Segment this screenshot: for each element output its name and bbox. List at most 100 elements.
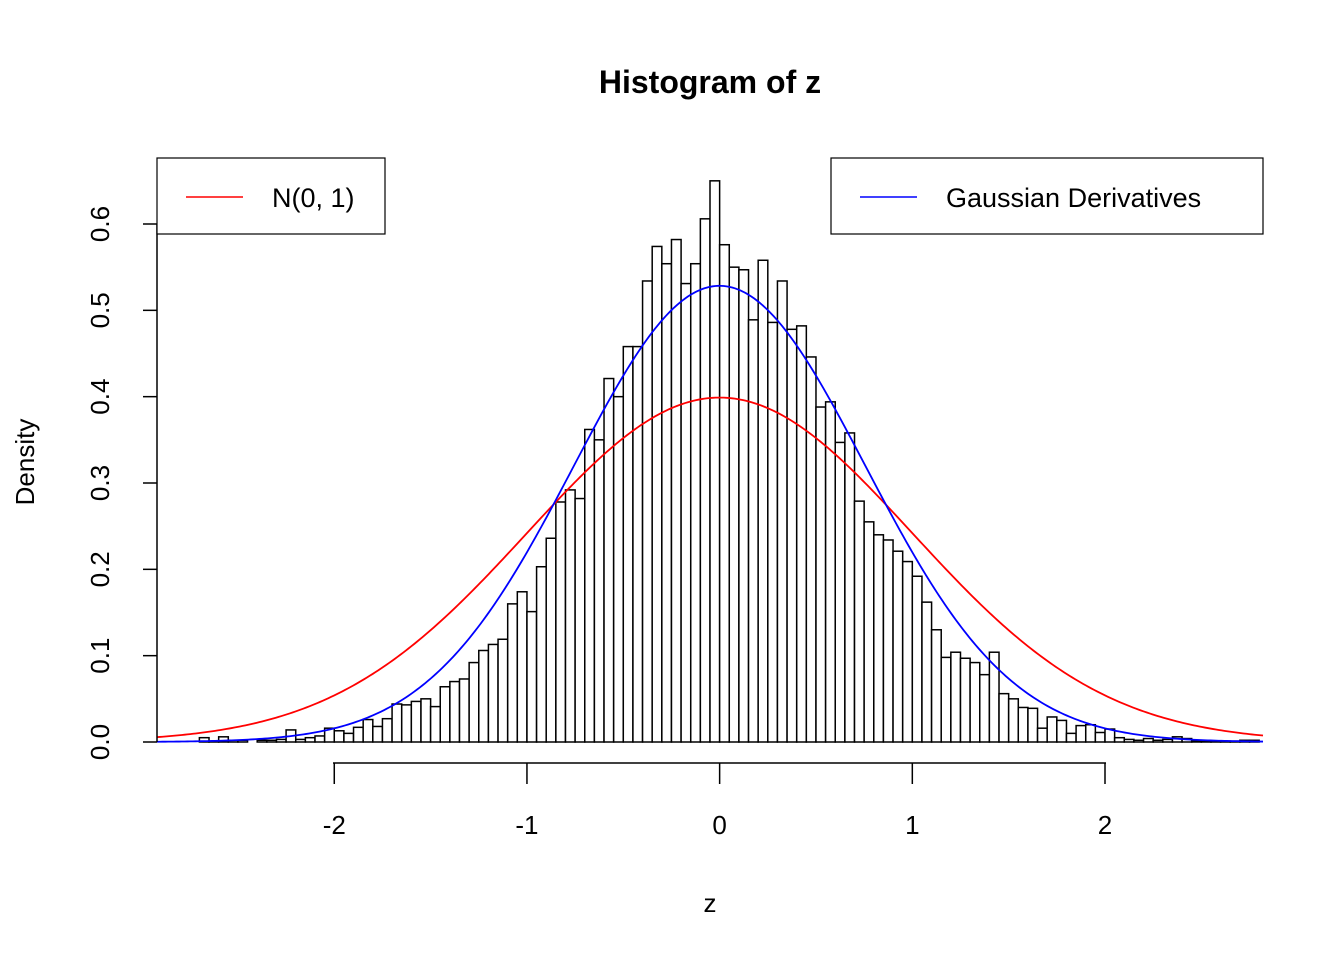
- histogram-bar: [487, 643, 499, 743]
- histogram-bar: [304, 736, 316, 743]
- histogram-bar: [497, 638, 509, 743]
- y-tick-label: 0.5: [85, 292, 115, 328]
- y-tick-label: 0.2: [85, 551, 115, 587]
- histogram-bar: [1075, 724, 1087, 743]
- histogram-bar: [709, 180, 721, 743]
- histogram-bar: [468, 661, 480, 743]
- histogram-bar: [545, 537, 557, 743]
- legend-gaussian-derivatives: Gaussian Derivatives: [830, 157, 1264, 235]
- histogram-bar: [1152, 739, 1164, 743]
- histogram-bar: [747, 319, 759, 743]
- histogram-bar: [478, 649, 490, 743]
- legend-gaussian-derivatives-box: [830, 157, 1264, 235]
- histogram-bar: [805, 356, 817, 743]
- histogram-bar: [998, 692, 1010, 743]
- histogram-bar: [689, 262, 702, 743]
- x-axis: -2 -1 0 1 2: [323, 762, 1112, 840]
- histogram-bar: [901, 560, 914, 743]
- histogram-bar: [844, 432, 856, 743]
- histogram-bar: [921, 601, 933, 743]
- histogram-bars: [198, 180, 1260, 743]
- gaussian-derivatives-curve: [156, 284, 1264, 743]
- histogram-bar: [863, 521, 875, 743]
- histogram-bar: [622, 345, 634, 743]
- histogram-bar: [410, 700, 422, 743]
- x-tick-label: 2: [1098, 810, 1112, 840]
- histogram-bar: [969, 661, 981, 743]
- histogram-bar: [911, 575, 923, 743]
- histogram-bar: [1162, 738, 1174, 743]
- x-tick-label: 1: [905, 810, 919, 840]
- histogram-bar: [381, 717, 393, 743]
- histogram-bar: [1123, 738, 1135, 743]
- legend-gaussian-derivatives-label: Gaussian Derivatives: [946, 183, 1201, 213]
- histogram-bar: [372, 725, 384, 743]
- y-tick-label: 0.0: [85, 724, 115, 760]
- legend-normal-box: [156, 157, 386, 235]
- histogram-bar: [439, 685, 451, 743]
- histogram-bar: [1190, 740, 1203, 743]
- histogram-bar: [718, 243, 731, 743]
- legend-normal: N(0, 1): [156, 157, 386, 235]
- x-axis-title: z: [704, 888, 717, 918]
- histogram-bar: [526, 610, 538, 743]
- y-tick-label: 0.6: [85, 206, 115, 242]
- x-tick-label: -1: [515, 810, 538, 840]
- histogram-bar: [400, 704, 413, 743]
- histogram-bar: [275, 738, 287, 743]
- histogram-bar: [1065, 732, 1077, 743]
- histogram-bar: [564, 489, 576, 743]
- histogram-bar: [314, 735, 326, 743]
- histogram-bar: [535, 565, 547, 743]
- histogram-bar: [699, 218, 711, 743]
- histogram-bar: [1133, 739, 1145, 743]
- histogram-bar: [352, 726, 364, 743]
- histogram-bar: [593, 439, 605, 743]
- histogram-bar: [217, 736, 230, 743]
- histogram-bar: [930, 629, 942, 743]
- y-axis-title: Density: [10, 419, 40, 506]
- histogram-bar: [767, 321, 779, 743]
- histogram-bar: [362, 718, 374, 743]
- histogram-bar: [1056, 719, 1068, 743]
- histogram-bar: [979, 673, 991, 743]
- histogram-bar: [516, 591, 528, 743]
- histogram-bar: [795, 325, 808, 743]
- chart-title: Histogram of z: [599, 64, 821, 100]
- histogram-bar: [420, 698, 432, 743]
- x-tick-label: 0: [712, 810, 726, 840]
- histogram-bar: [391, 703, 403, 743]
- histogram-bar: [738, 269, 750, 743]
- histogram-bar: [1094, 731, 1106, 743]
- x-tick-label: -2: [323, 810, 346, 840]
- histogram-bar: [940, 656, 952, 743]
- histogram-bar: [343, 732, 355, 743]
- histogram-bar: [574, 497, 586, 743]
- histogram-bar: [458, 678, 470, 743]
- histogram-bar: [256, 739, 268, 743]
- legend-normal-label: N(0, 1): [272, 183, 355, 213]
- histogram-bar: [584, 428, 596, 743]
- histogram-bar: [1113, 736, 1126, 743]
- histogram-bar: [612, 395, 625, 743]
- histogram-bar: [266, 739, 278, 743]
- histogram-bar: [873, 534, 885, 743]
- histogram-bar: [449, 680, 461, 743]
- histogram-bar: [882, 539, 894, 743]
- histogram-bar: [776, 280, 788, 743]
- histogram-bar: [555, 501, 567, 743]
- histogram-bar: [815, 406, 827, 743]
- histogram-bar: [506, 603, 519, 743]
- normal-density-curve: [156, 396, 1264, 739]
- histogram-bar: [1084, 723, 1097, 743]
- y-tick-label: 0.4: [85, 379, 115, 415]
- histogram-bar: [853, 500, 865, 743]
- histogram-bar: [950, 651, 962, 743]
- histogram-bar: [294, 738, 307, 743]
- histogram-bar: [959, 657, 971, 743]
- histogram-bar: [1046, 716, 1058, 743]
- y-tick-label: 0.3: [85, 465, 115, 501]
- histogram-bar: [1027, 707, 1039, 743]
- histogram-bar: [1142, 737, 1154, 743]
